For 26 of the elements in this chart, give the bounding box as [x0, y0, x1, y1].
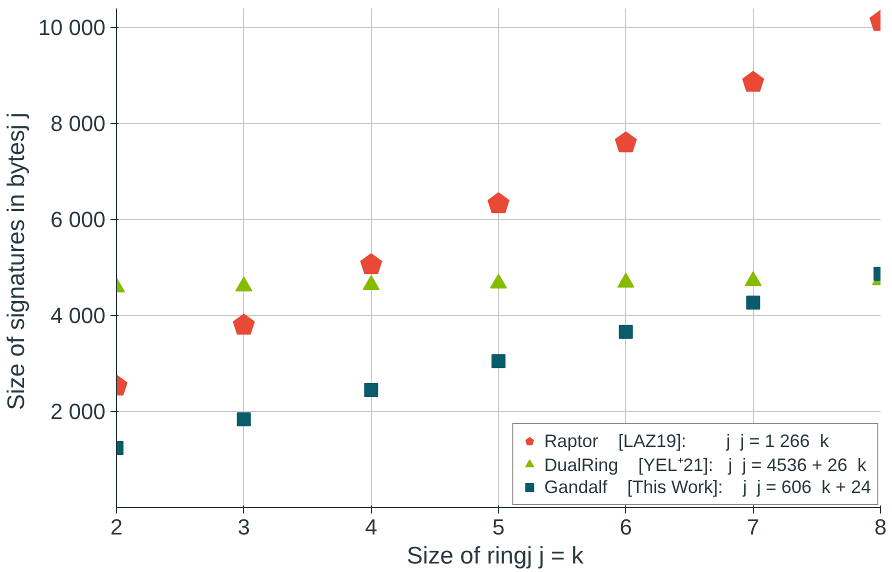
x-tick-label: 3: [238, 514, 250, 540]
x-tick-label: 5: [492, 514, 505, 540]
legend-label: Gandalf [This Work]: j j = 606 k + 24: [544, 476, 871, 498]
y-tick-label: 10 000: [38, 15, 106, 40]
y-tick-label: 2 000: [50, 399, 106, 424]
x-tick-label: 2: [110, 514, 123, 540]
y-tick-label: 6 000: [50, 207, 106, 232]
point: [362, 275, 380, 290]
y-tick-label: 8 000: [50, 111, 106, 136]
y-axis-title: Size of signatures in bytesj j: [3, 112, 30, 410]
y-tick-label: 4 000: [50, 303, 106, 328]
point: [488, 192, 510, 214]
point: [492, 354, 506, 368]
point: [614, 131, 637, 152]
point: [618, 324, 633, 339]
x-tick-label: 4: [365, 514, 378, 540]
point: [617, 272, 634, 288]
x-axis-title: Size of ringj j = k: [406, 542, 585, 570]
legend-label: Raptor [LAZ19]: j j = 1 266 k: [544, 430, 829, 452]
point: [364, 382, 378, 397]
x-tick-label: 8: [874, 514, 887, 540]
legend-label: DualRing [YEL⁺21]: j j = 4536 + 26 k: [544, 454, 866, 476]
x-tick-label: 7: [747, 514, 760, 540]
point: [490, 274, 507, 289]
x-tick-label: 6: [620, 514, 632, 540]
point: [360, 253, 382, 274]
